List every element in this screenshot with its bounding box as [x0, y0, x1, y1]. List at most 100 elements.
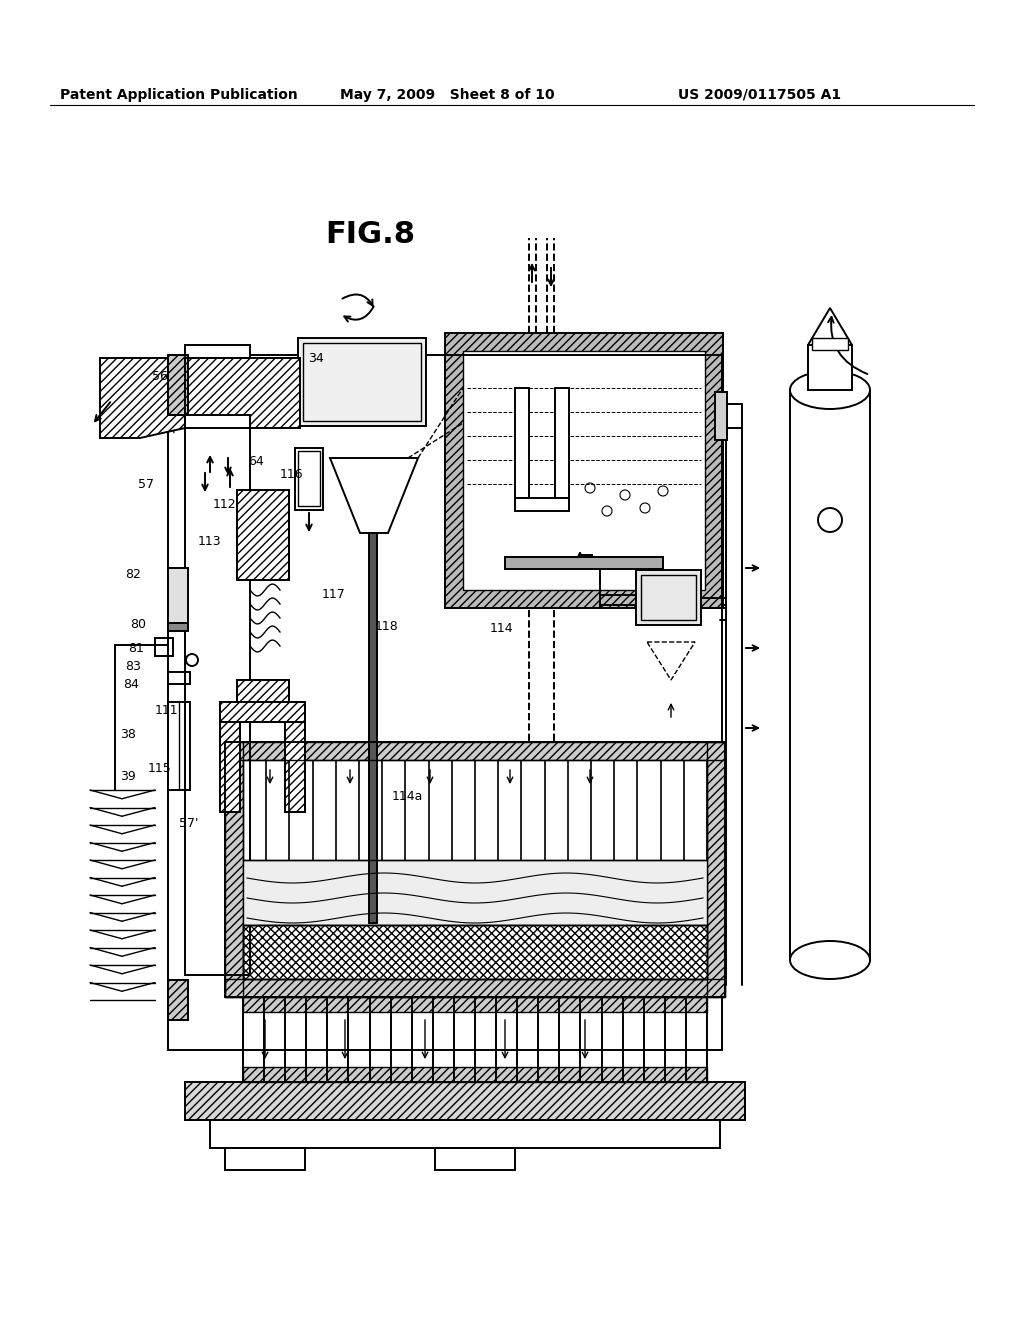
Bar [707, 742, 725, 997]
Bar [623, 997, 643, 1082]
Text: 80: 80 [130, 618, 146, 631]
Text: 39: 39 [120, 770, 136, 783]
Text: 57': 57' [179, 817, 199, 830]
Text: 64: 64 [248, 455, 264, 469]
Text: 114: 114 [490, 622, 514, 635]
Bar [808, 345, 852, 389]
Bar [225, 979, 725, 997]
Bar [237, 680, 289, 702]
Bar [168, 568, 188, 623]
Text: 115: 115 [148, 762, 172, 775]
Text: 118: 118 [375, 620, 398, 634]
Bar [370, 997, 390, 1082]
Bar [168, 355, 722, 1049]
Bar [614, 760, 636, 861]
Text: 117: 117 [322, 587, 346, 601]
Bar [237, 680, 289, 702]
Text: FIG.8: FIG.8 [325, 220, 415, 249]
Bar [555, 388, 569, 498]
Bar [243, 997, 263, 1082]
Bar [454, 997, 474, 1082]
Bar [412, 997, 432, 1082]
Bar [812, 338, 848, 350]
Bar [185, 414, 250, 975]
Bar [435, 1148, 515, 1170]
Bar [168, 702, 190, 789]
Bar [243, 1067, 707, 1082]
Polygon shape [100, 358, 185, 438]
Polygon shape [185, 358, 300, 428]
Bar [225, 1148, 305, 1170]
Ellipse shape [790, 941, 870, 979]
Bar [637, 760, 659, 861]
Bar [515, 498, 569, 511]
Bar [641, 576, 696, 620]
Bar [348, 997, 369, 1082]
Bar [475, 997, 495, 1082]
Bar [225, 742, 243, 997]
Polygon shape [330, 458, 418, 533]
Bar [644, 997, 664, 1082]
Bar [225, 742, 725, 760]
Bar [505, 557, 663, 569]
Bar [521, 760, 544, 861]
Bar [264, 997, 285, 1082]
Bar [445, 333, 463, 609]
Text: 82: 82 [125, 568, 141, 581]
Bar [715, 392, 727, 440]
Ellipse shape [790, 371, 870, 409]
Bar [290, 760, 311, 861]
Circle shape [818, 508, 842, 532]
Bar [306, 997, 327, 1082]
Bar [545, 760, 567, 861]
Bar [445, 333, 723, 609]
Bar [225, 742, 243, 997]
Bar [225, 742, 725, 760]
Text: 113: 113 [198, 535, 221, 548]
Bar [312, 760, 335, 861]
Bar [452, 760, 474, 861]
Bar [243, 997, 707, 1012]
Bar [168, 355, 188, 414]
Bar [210, 1119, 720, 1148]
Text: 111: 111 [155, 704, 178, 717]
Bar [463, 351, 705, 590]
Bar [707, 742, 725, 997]
Bar [445, 590, 723, 609]
Bar [185, 1082, 745, 1119]
Bar [475, 760, 498, 861]
Bar [168, 355, 188, 414]
Text: 83: 83 [125, 660, 141, 673]
Bar [220, 702, 305, 722]
Bar [581, 997, 600, 1082]
Bar [382, 760, 404, 861]
Bar [285, 722, 305, 812]
Bar [243, 1067, 707, 1082]
Bar [243, 997, 707, 1012]
Text: US 2009/0117505 A1: US 2009/0117505 A1 [678, 88, 841, 102]
Text: 116: 116 [280, 469, 304, 480]
Bar [359, 760, 381, 861]
Bar [243, 760, 265, 861]
Bar [225, 742, 725, 997]
Bar [582, 554, 592, 566]
Bar [567, 760, 590, 861]
Bar [499, 760, 520, 861]
Bar [591, 760, 613, 861]
Bar [660, 760, 683, 861]
Bar [303, 343, 421, 421]
Bar [225, 742, 725, 997]
Bar [285, 722, 305, 812]
Bar [168, 672, 190, 684]
Bar [168, 623, 188, 631]
Bar [298, 338, 426, 426]
Bar [225, 979, 725, 997]
Polygon shape [808, 308, 852, 345]
Bar [636, 570, 701, 624]
Bar [601, 997, 622, 1082]
Bar [298, 451, 319, 506]
Bar [220, 722, 240, 812]
Text: 34: 34 [308, 352, 324, 366]
Bar [295, 447, 323, 510]
Bar [328, 997, 347, 1082]
